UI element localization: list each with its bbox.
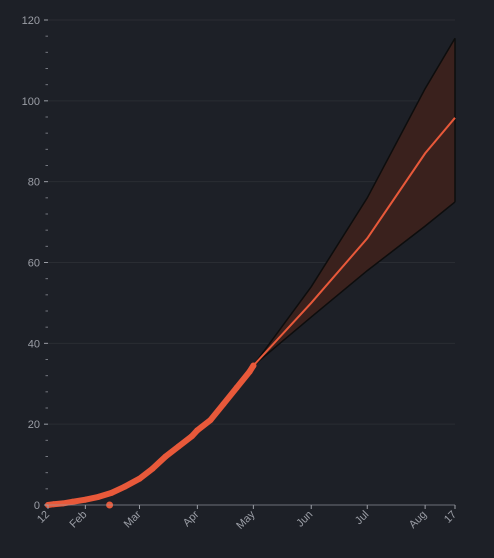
observed-point xyxy=(162,453,169,460)
x-tick-label-May: May xyxy=(234,508,258,532)
y-tick-label-40: 40 xyxy=(28,338,40,350)
observed-point xyxy=(69,498,76,505)
observed-point xyxy=(175,443,182,450)
y-tick-label-0: 0 xyxy=(34,500,40,512)
observed-point xyxy=(82,496,89,503)
x-tick-label-Jun: Jun xyxy=(294,509,315,530)
observed-point xyxy=(233,384,240,391)
y-tick-label-20: 20 xyxy=(28,419,40,431)
forecast-band-lower-edge xyxy=(252,201,456,367)
observed-point xyxy=(149,465,156,472)
observed-point xyxy=(207,417,214,424)
gridlines xyxy=(48,19,455,506)
forecast-band-fill xyxy=(253,38,455,366)
x-tick-label-17: 17 xyxy=(442,509,459,526)
observed-point xyxy=(220,401,227,407)
y-tick-label-100: 100 xyxy=(22,96,40,108)
confidence-band xyxy=(252,37,456,367)
y-tick-label-80: 80 xyxy=(28,177,40,189)
x-tick-label-Mar: Mar xyxy=(122,508,144,530)
x-tick-label-Jul: Jul xyxy=(353,509,371,527)
observed-series-line xyxy=(45,362,257,508)
x-tick-label-Feb: Feb xyxy=(68,509,90,531)
x-tick-label-Aug: Aug xyxy=(407,509,429,531)
observed-point xyxy=(95,493,102,500)
y-tick-label-60: 60 xyxy=(28,258,40,270)
forecast-band-upper-edge xyxy=(252,37,456,367)
observed-point xyxy=(108,489,115,496)
observed-point xyxy=(194,427,201,434)
observed-point xyxy=(246,368,253,375)
observed-point xyxy=(121,483,128,490)
y-tick-label-120: 120 xyxy=(22,15,40,27)
observed-point xyxy=(50,501,57,508)
observed-point xyxy=(188,433,195,440)
x-tick-label-Apr: Apr xyxy=(181,508,202,529)
observed-point xyxy=(136,475,143,482)
forecast-series-line xyxy=(252,117,456,367)
